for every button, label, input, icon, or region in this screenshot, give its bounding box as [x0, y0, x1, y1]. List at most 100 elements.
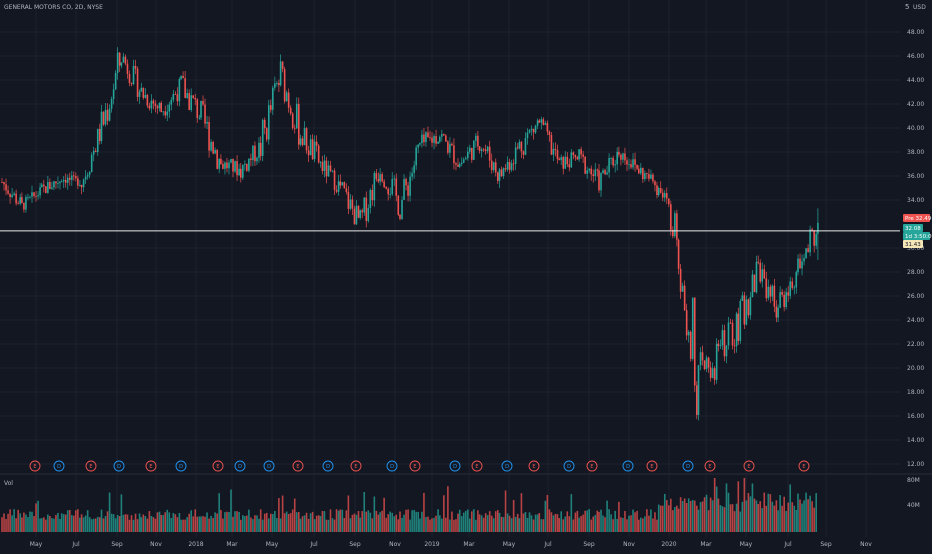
- event-label: D: [390, 464, 394, 470]
- volume-bar: [630, 515, 632, 532]
- volume-bar: [445, 517, 447, 532]
- volume-bar: [576, 510, 579, 532]
- candle-body: [620, 154, 622, 160]
- candle-body: [17, 203, 19, 205]
- candle-body: [230, 158, 232, 163]
- candle-body: [733, 345, 736, 347]
- price-tick-label: 48.00: [907, 29, 924, 36]
- event-label: E: [802, 464, 805, 470]
- volume-bar: [68, 509, 71, 532]
- candle-body: [222, 163, 224, 169]
- candle-body: [379, 174, 381, 182]
- volume-bar: [737, 481, 740, 532]
- volume-bar: [60, 513, 63, 532]
- volume-bar: [516, 513, 519, 532]
- candle-body: [335, 190, 338, 192]
- candle-body: [144, 94, 147, 98]
- volume-bar: [425, 517, 427, 532]
- volume-bar: [490, 515, 493, 532]
- candle-body: [375, 172, 378, 179]
- price-tick-label: 36.00: [907, 173, 924, 180]
- candle-body: [642, 167, 644, 180]
- volume-bar: [681, 501, 684, 532]
- volume-bar: [701, 501, 704, 532]
- volume-bar: [140, 517, 143, 532]
- candle-body: [351, 199, 354, 209]
- volume-bar: [602, 515, 604, 532]
- candle-body: [246, 164, 248, 171]
- volume-bar: [158, 511, 161, 532]
- scale-menu-icon[interactable]: 5: [905, 3, 910, 11]
- candle-body: [373, 172, 376, 201]
- volume-bar: [216, 513, 218, 532]
- candle-body: [401, 200, 403, 219]
- candle-body: [466, 151, 469, 159]
- candle-body: [534, 125, 537, 133]
- candle-body: [287, 92, 290, 108]
- candle-body: [757, 261, 759, 263]
- volume-bar: [550, 512, 553, 532]
- candle-body: [204, 104, 206, 124]
- volume-bar: [224, 512, 226, 532]
- candle-body: [614, 164, 616, 166]
- volume-bar: [674, 507, 676, 532]
- candle-body: [194, 97, 197, 100]
- volume-bar: [383, 497, 385, 532]
- volume-bar: [59, 518, 61, 532]
- volume-bar: [729, 504, 732, 532]
- volume-bar: [118, 516, 121, 532]
- candle-body: [86, 174, 89, 177]
- volume-bar: [695, 505, 698, 532]
- earnings-event-icon: [528, 460, 540, 472]
- dividend-event-icon: [322, 460, 334, 472]
- candle-body: [178, 78, 181, 102]
- volume-bar: [574, 512, 577, 532]
- candle-body: [538, 120, 541, 123]
- candle-body: [699, 352, 702, 366]
- candle-body: [676, 213, 678, 240]
- candle-body: [753, 274, 756, 293]
- candle-body: [427, 132, 429, 138]
- candle-body: [180, 75, 182, 79]
- volume-bar: [299, 518, 302, 532]
- time-tick-label: 2019: [424, 541, 439, 548]
- volume-bar: [15, 518, 17, 532]
- candle-body: [431, 137, 433, 143]
- earnings-event-icon: [29, 460, 41, 472]
- volume-bar: [560, 511, 563, 532]
- volume-bar: [351, 514, 354, 532]
- candle-body: [387, 188, 389, 195]
- earnings-event-icon: [704, 460, 716, 472]
- candle-body: [648, 173, 650, 179]
- volume-bar: [743, 478, 746, 532]
- candle-body: [610, 158, 612, 159]
- candle-body: [674, 213, 676, 237]
- time-tick-label: Sep: [111, 541, 123, 548]
- volume-bar: [546, 494, 549, 532]
- volume-bar: [407, 509, 409, 532]
- candle-body: [672, 229, 674, 237]
- event-label: E: [413, 464, 416, 470]
- time-tick-label: Jul: [783, 541, 792, 548]
- volume-bar: [478, 514, 481, 532]
- volume-bar: [733, 511, 736, 532]
- volume-bar: [652, 518, 654, 532]
- candle-body: [355, 205, 358, 225]
- candle-body: [236, 161, 238, 176]
- volume-bar: [540, 519, 543, 532]
- volume-bar: [222, 518, 224, 532]
- price-tick-label: 30.00: [907, 245, 924, 252]
- volume-bar: [659, 505, 662, 532]
- price-tick-label: 12.00: [907, 461, 924, 468]
- event-label: D: [179, 464, 183, 470]
- volume-bar: [789, 484, 792, 532]
- candle-body: [510, 163, 513, 170]
- candle-body: [200, 100, 202, 118]
- volume-bar: [578, 517, 580, 532]
- candle-body: [92, 150, 95, 155]
- volume-bar: [500, 516, 503, 532]
- volume-bar: [524, 512, 527, 532]
- volume-bar: [703, 497, 706, 532]
